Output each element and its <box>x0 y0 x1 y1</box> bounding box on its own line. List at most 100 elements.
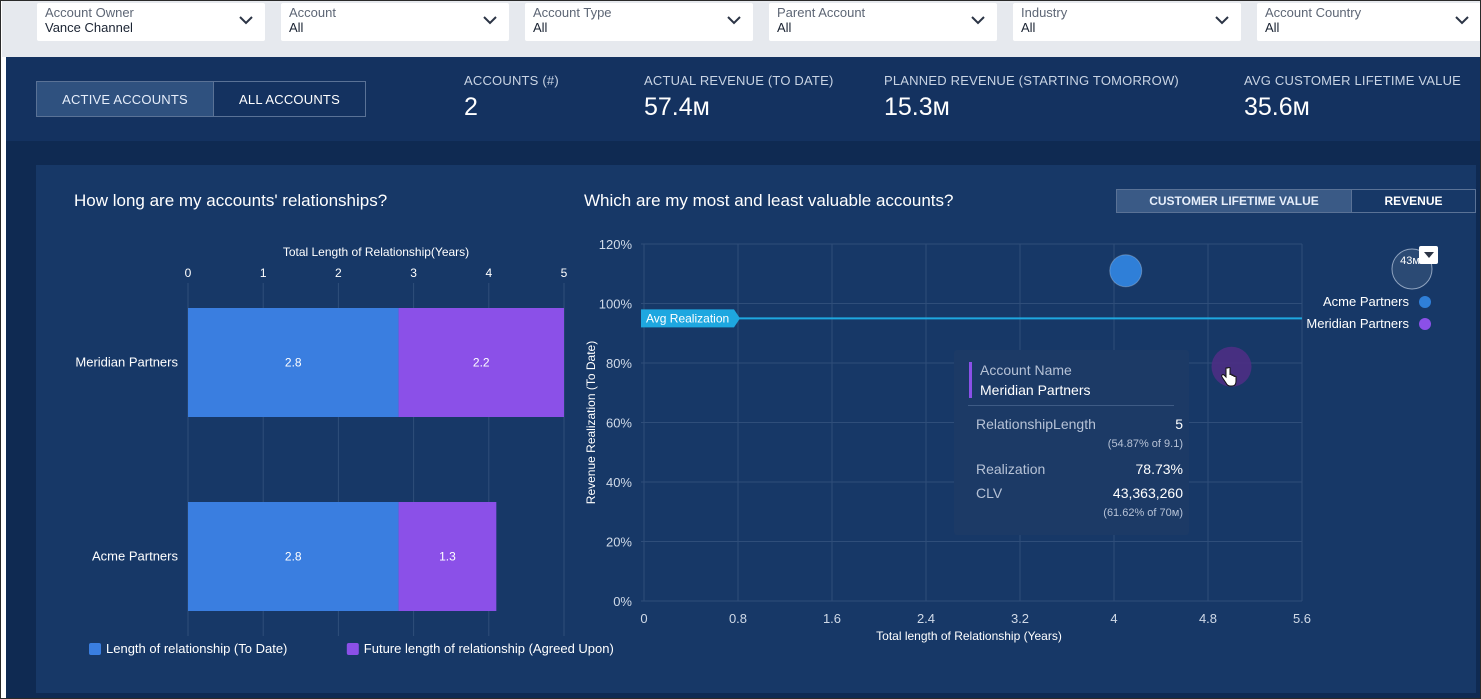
bar-segment <box>398 502 497 611</box>
kpi-label: PLANNED REVENUE (STARTING TOMORROW) <box>884 73 1179 88</box>
bar-segment <box>188 502 399 611</box>
kpi-accounts: ACCOUNTS (#) 2 <box>464 73 559 122</box>
filter-value: All <box>1021 20 1036 35</box>
legend-swatch <box>346 643 359 655</box>
filter-account-country[interactable]: Account Country All <box>1257 3 1480 41</box>
tooltip-value: 78.73% <box>1135 461 1183 477</box>
y-tick-label: 40% <box>606 475 632 490</box>
x-tick-label: 4 <box>1110 611 1117 626</box>
tooltip-key: RelationshipLength <box>976 416 1096 432</box>
kpi-value: 2 <box>464 93 478 121</box>
filter-label: Parent Account <box>777 5 866 20</box>
revenue-tab[interactable]: REVENUE <box>1351 190 1475 212</box>
tooltip-divider <box>968 405 1174 406</box>
x-tick-label: 1.6 <box>823 611 841 626</box>
active-accounts-button[interactable]: ACTIVE ACCOUNTS <box>37 82 213 116</box>
tooltip-key: CLV <box>976 485 1003 501</box>
chevron-down-icon <box>1424 252 1434 258</box>
legend-label: Length of relationship (To Date) <box>106 641 287 656</box>
filter-account-type[interactable]: Account Type All <box>525 3 753 41</box>
kpi-bar: ACTIVE ACCOUNTS ALL ACCOUNTS ACCOUNTS (#… <box>6 57 1480 141</box>
chevron-down-icon[interactable] <box>483 15 497 25</box>
account-scope-toggle: ACTIVE ACCOUNTS ALL ACCOUNTS <box>36 81 366 117</box>
section-spacer <box>6 141 1480 165</box>
kpi-actual-revenue: ACTUAL REVENUE (TO DATE) 57.4м <box>644 73 833 122</box>
kpi-value: 15.3м <box>884 93 950 121</box>
y-tick-label: 80% <box>606 356 632 371</box>
filter-value: All <box>289 20 304 35</box>
x-tick-label: 4.8 <box>1199 611 1217 626</box>
y-tick-label: 120% <box>599 237 633 252</box>
avg-realization-tag <box>641 309 740 328</box>
filter-industry[interactable]: Industry All <box>1013 3 1241 41</box>
tooltip-value: 43,363,260 <box>1112 485 1183 501</box>
x-tick-label: 0 <box>640 611 647 626</box>
avg-realization-label: Avg Realization <box>646 311 729 325</box>
bar-data-label: 2.8 <box>285 356 302 370</box>
x-tick-label: 0 <box>185 266 192 280</box>
tooltip-header-value: Meridian Partners <box>980 382 1091 398</box>
filter-value: Vance Channel <box>45 20 133 35</box>
bar-data-label: 2.8 <box>285 550 302 564</box>
y-tick-label: 0% <box>613 594 632 609</box>
filter-account-owner[interactable]: Account Owner Vance Channel <box>37 3 265 41</box>
x-tick-label: 4 <box>485 266 492 280</box>
filter-account[interactable]: Account All <box>281 3 509 41</box>
kpi-value: 35.6м <box>1244 93 1310 121</box>
x-tick-label: 2.4 <box>917 611 935 626</box>
x-tick-label: 2 <box>335 266 342 280</box>
y-axis-title: Revenue Realization (To Date) <box>584 341 598 504</box>
legend-label: Meridian Partners <box>1306 316 1409 331</box>
kpi-label: AVG CUSTOMER LIFETIME VALUE <box>1244 73 1462 88</box>
x-tick-label: 3 <box>410 266 417 280</box>
y-tick-label: 20% <box>606 535 632 550</box>
tooltip-color-bar <box>969 362 972 398</box>
x-axis-title: Total Length of Relationship(Years) <box>283 245 469 259</box>
kpi-label: ACTUAL REVENUE (TO DATE) <box>644 73 834 88</box>
x-tick-label: 5.6 <box>1293 611 1311 626</box>
legend-label: Future length of relationship (Agreed Up… <box>364 641 614 656</box>
legend-swatch <box>89 643 101 655</box>
x-tick-label: 0.8 <box>729 611 747 626</box>
bar-data-label: 2.2 <box>473 356 490 370</box>
chevron-down-icon[interactable] <box>1455 15 1469 25</box>
chevron-down-icon[interactable] <box>1215 15 1229 25</box>
tooltip-value: 5 <box>1175 416 1183 432</box>
kpi-planned-revenue: PLANNED REVENUE (STARTING TOMORROW) 15.3… <box>884 73 1179 122</box>
filter-label: Account Type <box>533 5 612 20</box>
y-tick-label: 100% <box>599 297 633 312</box>
x-tick-label: 3.2 <box>1011 611 1029 626</box>
filter-label: Industry <box>1021 5 1068 20</box>
bar-data-label: 1.3 <box>439 550 456 564</box>
chevron-down-icon[interactable] <box>239 15 253 25</box>
x-tick-label: 5 <box>561 266 568 280</box>
kpi-value: 57.4м <box>644 93 710 121</box>
account-tooltip: Account Name Meridian Partners Relations… <box>954 350 1189 535</box>
tooltip-key: Realization <box>976 461 1046 477</box>
filter-label: Account Country <box>1265 5 1362 20</box>
y-tick-label: 60% <box>606 416 632 431</box>
chevron-down-icon[interactable] <box>727 15 741 25</box>
clv-tab[interactable]: CUSTOMER LIFETIME VALUE <box>1117 190 1351 212</box>
all-accounts-button[interactable]: ALL ACCOUNTS <box>213 82 365 116</box>
filter-label: Account <box>289 5 336 20</box>
filter-parent-account[interactable]: Parent Account All <box>769 3 997 41</box>
relationship-chart-title: How long are my accounts' relationships? <box>74 191 388 210</box>
category-label: Meridian Partners <box>75 355 178 370</box>
tooltip-subvalue: (61.62% of 70м) <box>1103 507 1183 519</box>
value-chart-title: Which are my most and least valuable acc… <box>584 191 954 210</box>
bar-segment <box>398 308 564 417</box>
legend-swatch <box>1419 318 1431 330</box>
legend-swatch <box>1419 296 1431 308</box>
filter-label: Account Owner <box>45 5 134 20</box>
data-point-acme <box>1109 254 1143 288</box>
bar-segment <box>188 308 399 417</box>
size-legend-label: 43м <box>1400 255 1420 267</box>
hand-cursor-icon <box>1221 367 1237 387</box>
tooltip-header-label: Account Name <box>980 362 1072 378</box>
chevron-down-icon[interactable] <box>971 15 985 25</box>
tooltip-subvalue: (54.87% of 9.1) <box>1107 438 1183 450</box>
